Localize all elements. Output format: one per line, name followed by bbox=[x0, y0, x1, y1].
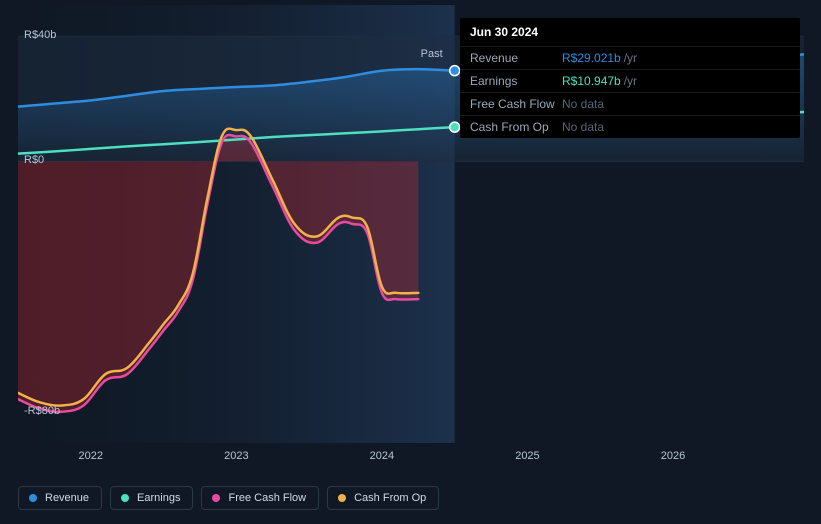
chart-legend: Revenue Earnings Free Cash Flow Cash Fro… bbox=[18, 486, 439, 510]
x-axis-label: 2025 bbox=[515, 450, 539, 462]
tooltip-label: Cash From Op bbox=[470, 120, 562, 134]
tooltip-date: Jun 30 2024 bbox=[460, 18, 800, 47]
tooltip-row-earnings: Earnings R$10.947b /yr bbox=[460, 70, 800, 93]
financials-chart: R$40b R$0 -R$80b Past Analysts Forecasts… bbox=[0, 0, 821, 524]
x-axis-label: 2026 bbox=[661, 450, 685, 462]
legend-swatch bbox=[29, 494, 37, 502]
tooltip-row-revenue: Revenue R$29.021b /yr bbox=[460, 47, 800, 70]
legend-swatch bbox=[121, 494, 129, 502]
legend-item-revenue[interactable]: Revenue bbox=[18, 486, 102, 510]
legend-item-earnings[interactable]: Earnings bbox=[110, 486, 193, 510]
chart-tooltip: Jun 30 2024 Revenue R$29.021b /yr Earnin… bbox=[460, 18, 800, 138]
legend-label: Cash From Op bbox=[354, 492, 426, 504]
legend-swatch bbox=[212, 494, 220, 502]
legend-label: Revenue bbox=[45, 492, 89, 504]
tooltip-row-fcf: Free Cash Flow No data bbox=[460, 93, 800, 116]
y-axis-label: -R$80b bbox=[24, 405, 60, 417]
past-label: Past bbox=[421, 48, 443, 60]
legend-item-fcf[interactable]: Free Cash Flow bbox=[201, 486, 319, 510]
x-axis-label: 2023 bbox=[224, 450, 248, 462]
tooltip-label: Free Cash Flow bbox=[470, 97, 562, 111]
tooltip-label: Revenue bbox=[470, 51, 562, 65]
tooltip-value: R$29.021b bbox=[562, 51, 621, 65]
tooltip-nodata: No data bbox=[562, 120, 604, 134]
tooltip-unit: /yr bbox=[624, 74, 637, 88]
y-axis-label: R$40b bbox=[24, 29, 56, 41]
tooltip-label: Earnings bbox=[470, 74, 562, 88]
tooltip-unit: /yr bbox=[624, 51, 637, 65]
legend-item-cfo[interactable]: Cash From Op bbox=[327, 486, 439, 510]
legend-swatch bbox=[338, 494, 346, 502]
x-axis-label: 2022 bbox=[79, 450, 103, 462]
tooltip-row-cfo: Cash From Op No data bbox=[460, 116, 800, 138]
tooltip-value: R$10.947b bbox=[562, 74, 621, 88]
tooltip-nodata: No data bbox=[562, 97, 604, 111]
y-axis-label: R$0 bbox=[24, 154, 44, 166]
legend-label: Earnings bbox=[137, 492, 180, 504]
x-axis-label: 2024 bbox=[370, 450, 394, 462]
x-axis: 2022 2023 2024 2025 2026 bbox=[18, 450, 804, 468]
legend-label: Free Cash Flow bbox=[228, 492, 306, 504]
